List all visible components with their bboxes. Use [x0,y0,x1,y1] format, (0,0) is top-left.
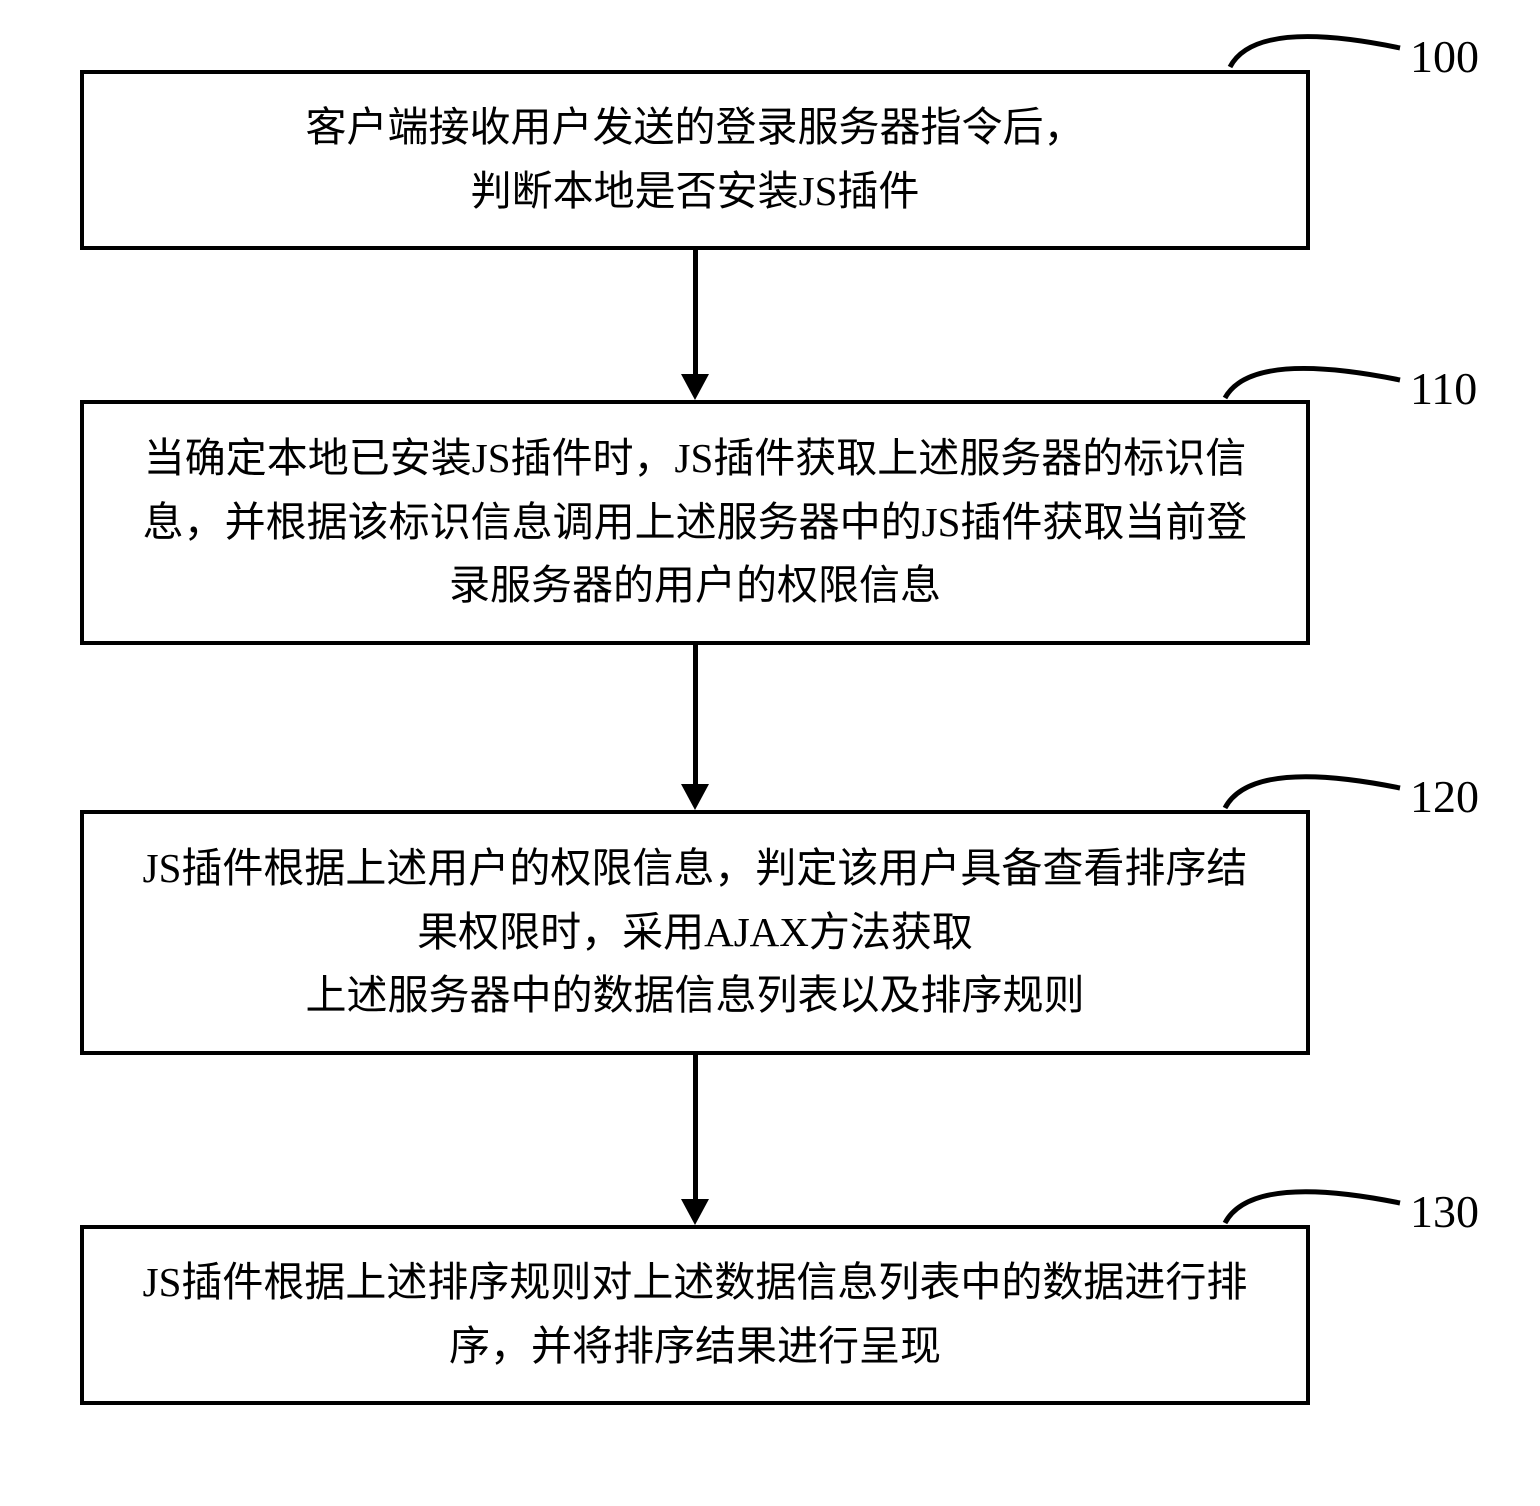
arrow-100-110-line [693,250,698,376]
step-100-label: 100 [1410,30,1479,83]
step-120-label: 120 [1410,770,1479,823]
arrow-110-120-head [681,784,709,810]
arrow-120-130-head [681,1199,709,1225]
step-130-text: JS插件根据上述排序规则对上述数据信息列表中的数据进行排序，并将排序结果进行呈现 [124,1251,1266,1378]
step-100-box: 客户端接收用户发送的登录服务器指令后， 判断本地是否安装JS插件 [80,70,1310,250]
arrow-120-130-line [693,1055,698,1201]
step-110-label: 110 [1410,362,1477,415]
step-120-text: JS插件根据上述用户的权限信息，判定该用户具备查看排序结果权限时，采用AJAX方… [124,837,1266,1028]
step-110-text: 当确定本地已安装JS插件时，JS插件获取上述服务器的标识信息，并根据该标识信息调… [124,427,1266,618]
step-130-box: JS插件根据上述排序规则对上述数据信息列表中的数据进行排序，并将排序结果进行呈现 [80,1225,1310,1405]
step-130-label: 130 [1410,1185,1479,1238]
flowchart-canvas: 客户端接收用户发送的登录服务器指令后， 判断本地是否安装JS插件 100 当确定… [0,0,1540,1506]
step-120-box: JS插件根据上述用户的权限信息，判定该用户具备查看排序结果权限时，采用AJAX方… [80,810,1310,1055]
arrow-110-120-line [693,645,698,786]
step-110-box: 当确定本地已安装JS插件时，JS插件获取上述服务器的标识信息，并根据该标识信息调… [80,400,1310,645]
arrow-100-110-head [681,374,709,400]
step-100-text: 客户端接收用户发送的登录服务器指令后， 判断本地是否安装JS插件 [306,96,1085,223]
